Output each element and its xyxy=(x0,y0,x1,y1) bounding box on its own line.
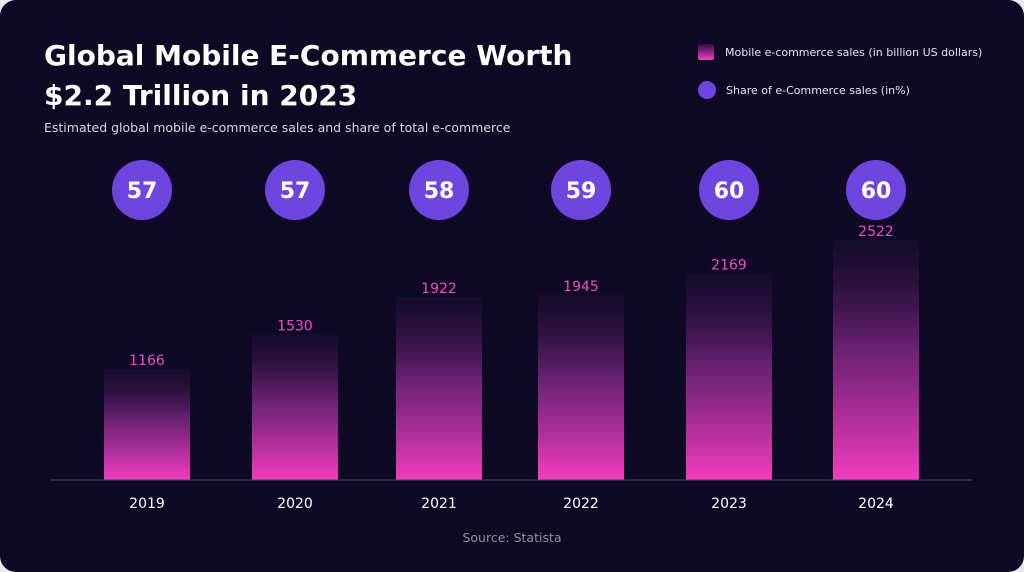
bar-2024 xyxy=(833,240,919,480)
x-tick-label-2020: 2020 xyxy=(277,496,313,512)
share-value-label-2019: 57 xyxy=(127,179,158,204)
share-circle-2024 xyxy=(846,160,906,220)
legend-swatch-share xyxy=(698,81,716,99)
share-circle-2021 xyxy=(409,160,469,220)
bar-2020 xyxy=(252,334,338,480)
share-circle-2020 xyxy=(265,160,325,220)
share-circle-2019 xyxy=(112,160,172,220)
bar-value-label-2022: 1945 xyxy=(563,279,599,295)
bar-value-label-2021: 1922 xyxy=(421,281,457,297)
bar-2023 xyxy=(686,273,772,480)
bar-2019 xyxy=(104,369,190,480)
share-circle-2023 xyxy=(699,160,759,220)
chart-title: Global Mobile E-Commerce Worth $2.2 Tril… xyxy=(44,39,573,112)
share-value-label-2024: 60 xyxy=(861,179,892,204)
x-tick-label-2023: 2023 xyxy=(711,496,747,512)
bar-value-label-2020: 1530 xyxy=(277,318,313,334)
legend-label-sales: Mobile e-commerce sales (in billion US d… xyxy=(725,45,983,59)
share-circle-2022 xyxy=(551,160,611,220)
bar-2022 xyxy=(538,294,624,480)
share-value-label-2023: 60 xyxy=(714,179,745,204)
bar-2021 xyxy=(396,297,482,480)
share-value-label-2022: 59 xyxy=(566,179,597,204)
legend-swatch-sales xyxy=(698,44,714,60)
legend-item-share: Share of e-Commerce sales (in%) xyxy=(698,80,982,100)
x-tick-label-2022: 2022 xyxy=(563,496,599,512)
legend-item-sales: Mobile e-commerce sales (in billion US d… xyxy=(698,42,982,62)
x-tick-label-2024: 2024 xyxy=(858,496,894,512)
chart-subtitle: Estimated global mobile e-commerce sales… xyxy=(44,120,511,135)
bar-value-label-2023: 2169 xyxy=(711,258,747,274)
x-tick-label-2019: 2019 xyxy=(129,496,165,512)
bar-value-label-2019: 1166 xyxy=(129,353,165,369)
bar-value-label-2024: 2522 xyxy=(858,224,894,240)
x-tick-label-2021: 2021 xyxy=(421,496,457,512)
legend-label-share: Share of e-Commerce sales (in%) xyxy=(726,83,910,97)
chart-legend: Mobile e-commerce sales (in billion US d… xyxy=(698,42,982,118)
share-value-label-2021: 58 xyxy=(424,179,455,204)
share-value-label-2020: 57 xyxy=(280,179,311,204)
source-note: Source: Statista xyxy=(462,530,562,545)
